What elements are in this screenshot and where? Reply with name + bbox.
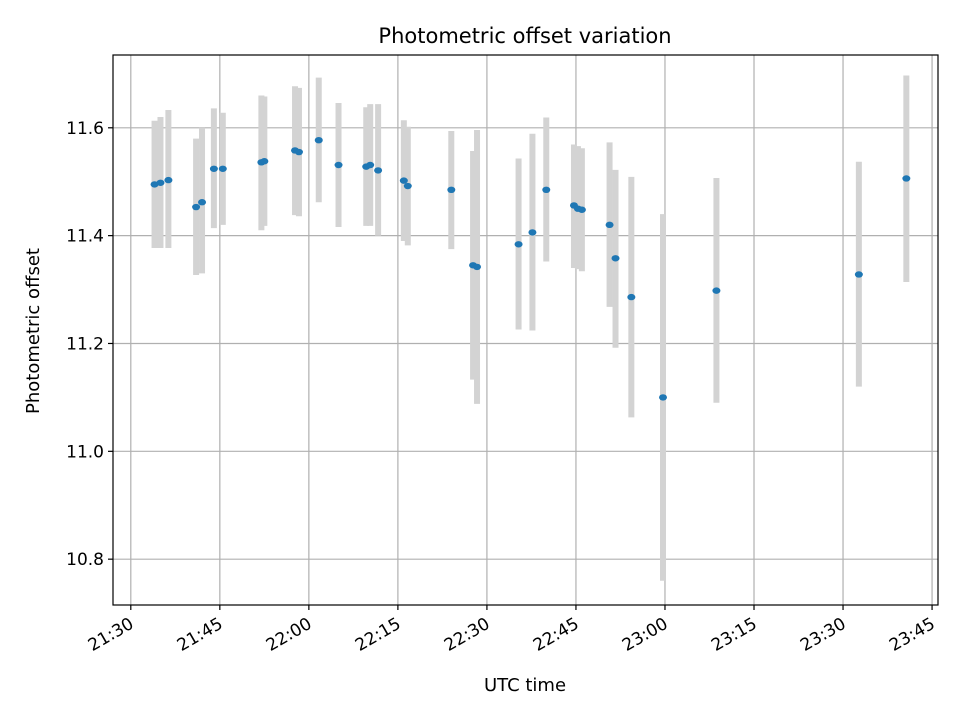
data-point (659, 394, 667, 401)
data-point (209, 165, 218, 172)
x-tick-label: 23:30 (797, 614, 849, 656)
data-point (294, 148, 303, 156)
chart-title: Photometric offset variation (378, 24, 671, 48)
y-tick-label: 11.2 (66, 334, 104, 354)
data-point (902, 175, 911, 182)
data-point (447, 186, 456, 194)
data-point (514, 241, 523, 248)
data-point (528, 229, 537, 236)
data-point (854, 271, 863, 278)
y-axis-ticks: 10.8 11.0 11.2 11.4 11.6 (66, 119, 113, 570)
x-tick-label: 22:15 (352, 614, 404, 656)
x-axis-ticks: 21:30 21:45 22:00 22:15 22:30 22:45 23:00 23:15… (85, 605, 939, 656)
x-tick-label: 22:30 (441, 614, 493, 656)
y-tick-label: 11.4 (66, 227, 104, 247)
data-point (314, 136, 323, 144)
y-axis-label: Photometric offset (23, 248, 44, 414)
data-point (192, 203, 201, 211)
x-tick-label: 22:45 (530, 614, 582, 656)
x-tick-label: 21:30 (85, 614, 137, 656)
data-point (366, 161, 375, 169)
data-point (218, 165, 227, 172)
x-tick-label: 23:00 (619, 614, 671, 656)
data-point (198, 199, 207, 206)
data-point (403, 182, 412, 190)
data-point (156, 179, 165, 186)
y-tick-label: 10.8 (66, 550, 104, 570)
data-point (611, 255, 620, 262)
y-tick-label: 11.0 (66, 442, 104, 462)
data-points (150, 136, 911, 401)
plot-frame (112, 54, 939, 606)
x-tick-label: 22:00 (263, 614, 315, 656)
data-point (164, 176, 173, 184)
data-point (542, 186, 551, 194)
data-point (334, 161, 343, 169)
error-bars (151, 75, 910, 581)
x-tick-label: 23:45 (886, 614, 938, 656)
x-tick-label: 21:45 (174, 614, 226, 656)
data-point (712, 287, 721, 294)
data-point (374, 167, 383, 174)
x-tick-label: 23:15 (708, 614, 760, 656)
data-point (627, 293, 636, 301)
y-tick-label: 11.6 (66, 119, 104, 139)
data-point (605, 221, 614, 229)
data-point (577, 206, 586, 213)
data-point (260, 158, 269, 165)
x-axis-label: UTC time (484, 675, 566, 696)
grid-lines (113, 55, 938, 605)
data-point (473, 263, 482, 271)
data-point (399, 177, 408, 184)
